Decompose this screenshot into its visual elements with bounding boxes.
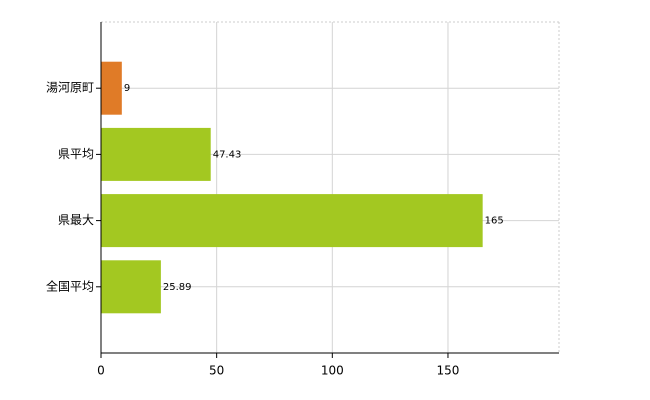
x-tick-label: 50 [209,364,224,378]
value-label: 47.43 [213,149,242,160]
x-tick-label: 100 [321,364,344,378]
y-tick-label: 全国平均 [46,278,94,293]
value-label: 165 [485,216,504,227]
bar [101,61,122,115]
y-tick-label: 湯河原町 [46,81,94,95]
y-tick-label: 県最大 [58,213,94,227]
value-label: 9 [124,83,130,94]
x-tick-label: 0 [97,364,105,378]
bar [101,127,211,181]
bar [101,260,161,314]
x-tick-label: 150 [437,364,460,378]
y-tick-label: 県平均 [58,147,94,161]
value-label: 25.89 [163,282,192,293]
bar [101,194,483,248]
